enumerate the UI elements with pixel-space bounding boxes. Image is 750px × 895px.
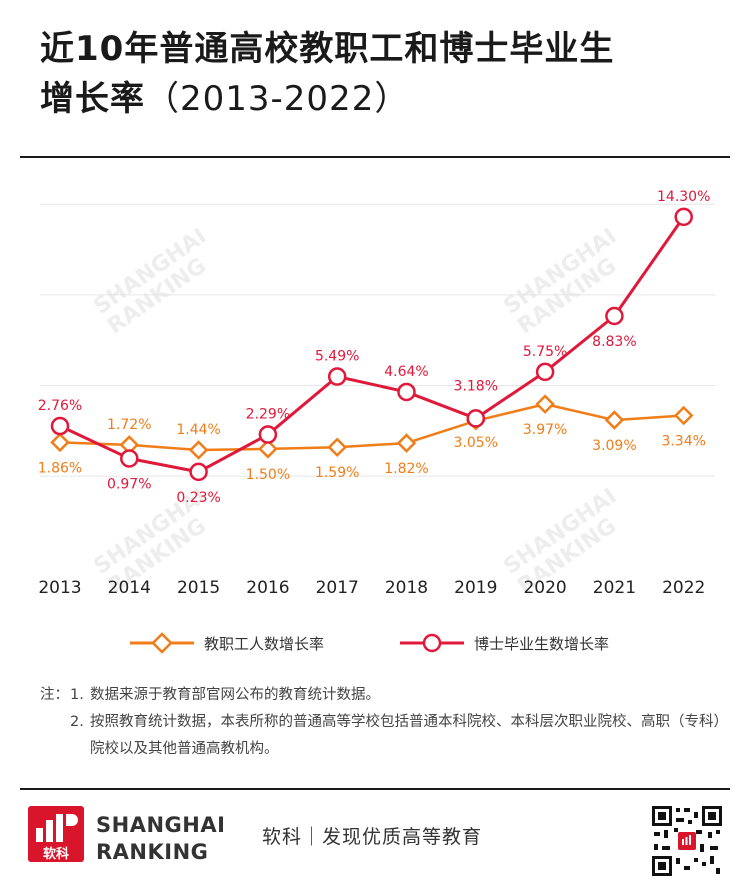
phd-data-label: 3.18%: [454, 378, 498, 394]
phd-data-label: 8.83%: [592, 334, 636, 350]
shanghai-ranking-logo: 软科: [28, 806, 84, 862]
phd-data-label: 0.97%: [107, 476, 151, 492]
legend-label: 博士毕业生数增长率: [474, 634, 610, 653]
top-divider: [20, 156, 730, 158]
phd-data-point: [189, 462, 208, 482]
footnote-2: 2. 按照教育统计数据，本表所称的普通高等学校包括普通本科院校、本科层次职业院校…: [40, 709, 730, 763]
staff-data-point: [188, 440, 209, 460]
footnote-label: 注：: [40, 687, 69, 703]
qr-code-icon[interactable]: [650, 804, 724, 878]
logo-text: 软科: [43, 846, 69, 862]
logo-bars-icon: 软科: [36, 814, 78, 862]
x-tick-label: 2017: [316, 578, 359, 598]
x-tick-label: 2015: [177, 578, 220, 598]
footnotes: 注： 1. 数据来源于教育部官网公布的教育统计数据。 2. 按照教育统计数据，本…: [40, 682, 730, 763]
phd-data-label: 0.23%: [176, 490, 220, 506]
x-tick-label: 2014: [108, 578, 151, 598]
title-line1: 近10年普通高校教职工和博士毕业生: [40, 29, 615, 69]
phd-data-label: 5.49%: [315, 349, 359, 365]
x-tick-label: 2022: [662, 578, 705, 598]
title-line2-main: 增长率: [40, 79, 145, 119]
staff-data-point: [604, 410, 625, 430]
phd-data-point: [397, 382, 416, 402]
brand-line1: SHANGHAI: [96, 813, 226, 837]
phd-data-label: 2.76%: [38, 398, 82, 414]
staff-data-point: [327, 437, 347, 458]
phd-data-point: [535, 362, 555, 382]
staff-data-label: 1.82%: [384, 461, 428, 477]
x-tick-label: 2019: [454, 578, 497, 598]
footnote-number: 2.: [70, 714, 84, 730]
phd-data-point: [327, 367, 347, 386]
legend-label: 教职工人数增长率: [204, 634, 325, 653]
phd-data-point: [50, 416, 70, 436]
staff-data-label: 3.09%: [592, 438, 636, 454]
phd-data-label: 2.29%: [246, 407, 290, 423]
title-year-range: （2013-2022）: [145, 79, 410, 119]
tagline: 软科｜发现优质高等教育: [262, 826, 483, 848]
staff-data-label: 1.59%: [315, 465, 359, 481]
phd-data-label: 5.75%: [523, 344, 567, 360]
staff-data-point: [673, 405, 694, 426]
staff-data-point: [396, 433, 417, 453]
staff-data-label: 3.34%: [661, 434, 705, 450]
phd-data-label: 4.64%: [384, 364, 428, 380]
legend-item-staff: 教职工人数增长率: [130, 628, 324, 658]
brand-name: SHANGHAI RANKING: [96, 812, 225, 866]
title-line2: 增长率（2013-2022）: [40, 74, 720, 124]
x-tick-label: 2018: [385, 578, 428, 598]
x-tick-label: 2013: [38, 578, 81, 598]
phd-growth-line: [59, 216, 685, 474]
footnote-text: 按照教育统计数据，本表所称的普通高等学校包括普通本科院校、本科层次职业院校、高职…: [90, 714, 728, 757]
staff-data-label: 1.50%: [246, 467, 290, 483]
circle-marker-icon: [400, 633, 464, 653]
footnote-number: 1.: [70, 687, 84, 703]
footer: 软科 SHANGHAI RANKING 软科｜发现优质高等教育: [0, 792, 750, 895]
staff-data-label: 3.05%: [454, 435, 498, 451]
chart-legend: 教职工人数增长率 博士毕业生数增长率: [0, 628, 750, 658]
staff-data-point: [258, 439, 278, 459]
brand-line2: RANKING: [96, 840, 209, 864]
phd-data-point: [674, 207, 693, 227]
legend-item-phd: 博士毕业生数增长率: [400, 628, 609, 658]
phd-data-point: [605, 306, 624, 326]
footnote-text: 数据来源于教育部官网公布的教育统计数据。: [90, 687, 380, 703]
phd-data-label: 14.30%: [657, 189, 710, 205]
staff-data-point: [535, 394, 555, 414]
staff-data-label: 3.97%: [523, 422, 567, 438]
x-tick-label: 2016: [246, 578, 289, 598]
line-chart: 2013 2014 2015 2016 2017 2018 2019 2020 2021 2022…: [38, 189, 715, 598]
staff-data-label: 1.86%: [38, 460, 82, 476]
staff-growth-line: [59, 402, 684, 452]
staff-data-point: [50, 432, 70, 453]
phd-data-point: [120, 449, 139, 468]
staff-data-label: 1.44%: [176, 422, 220, 438]
bottom-divider: [20, 788, 730, 790]
x-tick-label: 2020: [523, 578, 566, 598]
phd-data-point: [258, 425, 278, 444]
chart-title: 近10年普通高校教职工和博士毕业生 增长率（2013-2022）: [40, 24, 720, 124]
diamond-marker-icon: [130, 632, 194, 654]
staff-data-label: 1.72%: [107, 417, 151, 433]
phd-data-point: [466, 409, 486, 428]
footnote-1: 注： 1. 数据来源于教育部官网公布的教育统计数据。: [40, 682, 730, 709]
x-tick-label: 2021: [593, 578, 636, 598]
